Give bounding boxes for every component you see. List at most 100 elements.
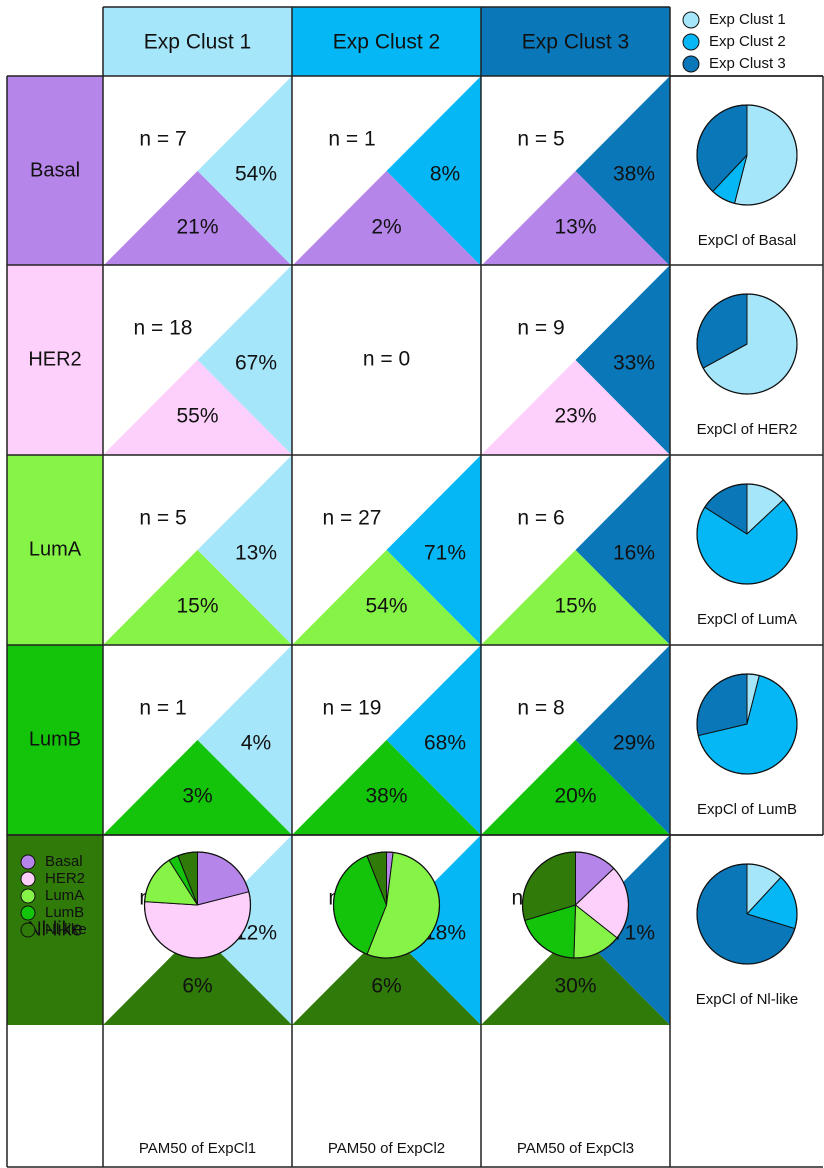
pam-percent-label: 38%: [365, 785, 407, 808]
exp-legend-swatch: [682, 55, 700, 73]
col-header-2: Exp Clust 2: [292, 7, 481, 76]
col-header-label: Exp Clust 1: [144, 31, 251, 54]
pam-triangle: [481, 930, 670, 1025]
col-header-1: Exp Clust 1: [103, 7, 292, 76]
pam-triangle: [103, 930, 292, 1025]
row-header-label: Basal: [30, 159, 80, 181]
col-pie-caption: PAM50 of ExpCl1: [139, 1140, 256, 1157]
col-header-label: Exp Clust 3: [522, 31, 629, 54]
row-pie-caption: ExpCl of Basal: [698, 232, 796, 249]
row-pies: ExpCl of Basal ExpCl of HER2 ExpCl of LumA…: [696, 104, 798, 1008]
pam-percent-label: 3%: [182, 785, 212, 808]
row-pie-3: ExpCl of LumA: [696, 483, 798, 628]
col-pie-caption: PAM50 of ExpCl2: [328, 1140, 445, 1157]
pam-percent-label: 2%: [371, 216, 401, 239]
col-header-bg: [103, 7, 292, 76]
exp-percent-label: 67%: [235, 352, 277, 375]
pam-legend-swatch: [20, 854, 36, 870]
pam-percent-label: 21%: [176, 216, 218, 239]
exp-percent-label: 8%: [430, 163, 460, 186]
count-label: n = 1: [328, 128, 375, 151]
pam-percent-label: 20%: [554, 785, 596, 808]
pam-legend-item-1: Basal: [20, 853, 83, 870]
pam-legend-swatch: [20, 922, 36, 938]
pam-triangle: [481, 740, 670, 835]
cell-background: [292, 265, 481, 455]
pam-triangle: [481, 360, 670, 455]
exp-legend-swatch: [682, 33, 700, 51]
pam-triangle: [292, 930, 481, 1025]
exp-percent-label: 54%: [235, 163, 277, 186]
exp-percent-label: 71%: [424, 542, 466, 565]
exp-triangle: [575, 265, 670, 455]
cell-2-2: n = 0: [292, 265, 481, 455]
col-header-bg: [292, 7, 481, 76]
count-label: n = 0: [363, 348, 410, 371]
exp-legend-label: Exp Clust 1: [709, 11, 786, 28]
row-header-1: Basal: [7, 76, 103, 266]
col-header-bg: [481, 7, 670, 76]
row-pie-5: ExpCl of Nl-like: [696, 863, 798, 1008]
exp-triangle: [386, 76, 481, 266]
pam-triangle: [481, 171, 670, 266]
row-pie-4: ExpCl of LumB: [696, 673, 798, 818]
cell-2-1: n = 18 67% 55%: [103, 265, 292, 455]
row-pie-caption: ExpCl of LumA: [697, 611, 797, 628]
row-header-bg: [7, 455, 103, 645]
pam-percent-label: 55%: [176, 405, 218, 428]
row-header-label: HER2: [28, 348, 81, 370]
column-pies: PAM50 of ExpCl1 PAM50 of ExpCl2 PAM50 of E…: [139, 851, 634, 1157]
count-label: n = 1: [139, 697, 186, 720]
pam-triangle: [292, 550, 481, 645]
exp-percent-label: 38%: [613, 163, 655, 186]
pam-legend-item-4: LumB: [20, 904, 84, 921]
cell-2-3: n = 9 33% 23%: [481, 265, 670, 455]
row-header-bg: [7, 645, 103, 835]
pam-percent-label: 23%: [554, 405, 596, 428]
exp-percent-label: 33%: [613, 352, 655, 375]
pam-triangle: [103, 171, 292, 266]
exp-triangle: [197, 645, 292, 835]
pam-legend-item-3: LumA: [20, 887, 84, 904]
pam-legend-swatch: [20, 871, 36, 887]
exp-percent-label: 68%: [424, 732, 466, 755]
exp-legend-item-3: Exp Clust 3: [682, 55, 786, 73]
exp-triangle: [197, 455, 292, 645]
exp-legend-item-1: Exp Clust 1: [682, 11, 786, 29]
cell-1-2: n = 1 8% 2%: [292, 76, 481, 266]
col-header-3: Exp Clust 3: [481, 7, 670, 76]
pam-legend-swatch: [20, 888, 36, 904]
pam-triangle: [481, 550, 670, 645]
pam-legend-label: Basal: [45, 853, 83, 870]
cell-1-3: n = 5 38% 13%: [481, 76, 670, 266]
row-header-2: HER2: [7, 265, 103, 455]
col-pie-1-outline: [143, 851, 252, 959]
pam-percent-label: 6%: [182, 975, 212, 998]
pam-triangle: [103, 360, 292, 455]
cell-1-1: n = 7 54% 21%: [103, 76, 292, 266]
col-pie-1: PAM50 of ExpCl1: [139, 851, 256, 1157]
exp-percent-label: 29%: [613, 732, 655, 755]
row-header-bg: [7, 76, 103, 266]
col-pie-2: PAM50 of ExpCl2: [328, 851, 445, 1157]
count-label: n = 18: [134, 317, 193, 340]
row-header-4: LumB: [7, 645, 103, 835]
exp-triangle: [197, 76, 292, 266]
row-pie-1: ExpCl of Basal: [696, 104, 798, 249]
cell-3-1: n = 5 13% 15%: [103, 455, 292, 645]
count-label: n = 27: [323, 507, 382, 530]
count-label: n = 7: [139, 128, 186, 151]
row-pie-2: ExpCl of HER2: [696, 293, 798, 438]
pam-legend-label: HER2: [45, 870, 85, 887]
exp-legend-item-2: Exp Clust 2: [682, 33, 786, 51]
pam-legend-label: LumA: [45, 887, 84, 904]
grid-lines: [6, 6, 824, 1168]
exp-legend-label: Exp Clust 3: [709, 55, 786, 72]
col-header-label: Exp Clust 2: [333, 31, 440, 54]
pam-percent-label: 15%: [176, 595, 218, 618]
exp-triangle: [575, 76, 670, 266]
pam-triangle: [292, 171, 481, 266]
pam-triangle: [103, 550, 292, 645]
